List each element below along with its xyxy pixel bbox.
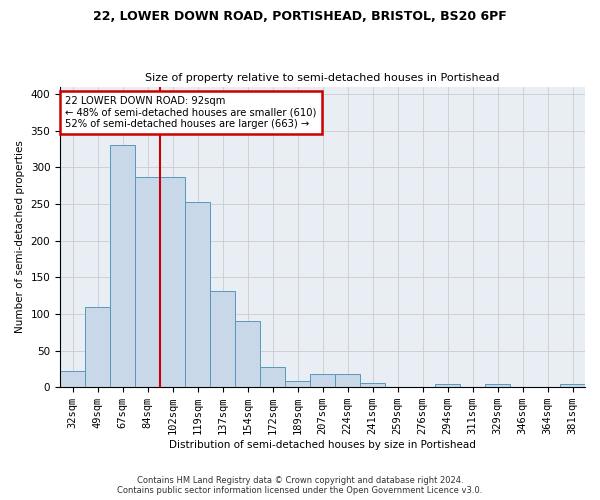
X-axis label: Distribution of semi-detached houses by size in Portishead: Distribution of semi-detached houses by …: [169, 440, 476, 450]
Title: Size of property relative to semi-detached houses in Portishead: Size of property relative to semi-detach…: [145, 73, 500, 83]
Bar: [60, 371, 85, 387]
Bar: [110, 145, 135, 387]
Bar: [235, 321, 260, 387]
Bar: [310, 374, 335, 387]
Bar: [185, 202, 210, 387]
Bar: [560, 384, 585, 387]
Bar: [285, 382, 310, 387]
Bar: [85, 306, 110, 387]
Bar: [485, 384, 510, 387]
Bar: [210, 291, 235, 387]
Bar: [260, 368, 285, 387]
Bar: [360, 383, 385, 387]
Bar: [335, 374, 360, 387]
Bar: [160, 177, 185, 387]
Text: 22 LOWER DOWN ROAD: 92sqm
← 48% of semi-detached houses are smaller (610)
52% of: 22 LOWER DOWN ROAD: 92sqm ← 48% of semi-…: [65, 96, 317, 129]
Bar: [435, 384, 460, 387]
Bar: [135, 177, 160, 387]
Y-axis label: Number of semi-detached properties: Number of semi-detached properties: [15, 140, 25, 334]
Text: 22, LOWER DOWN ROAD, PORTISHEAD, BRISTOL, BS20 6PF: 22, LOWER DOWN ROAD, PORTISHEAD, BRISTOL…: [93, 10, 507, 23]
Text: Contains HM Land Registry data © Crown copyright and database right 2024.
Contai: Contains HM Land Registry data © Crown c…: [118, 476, 482, 495]
